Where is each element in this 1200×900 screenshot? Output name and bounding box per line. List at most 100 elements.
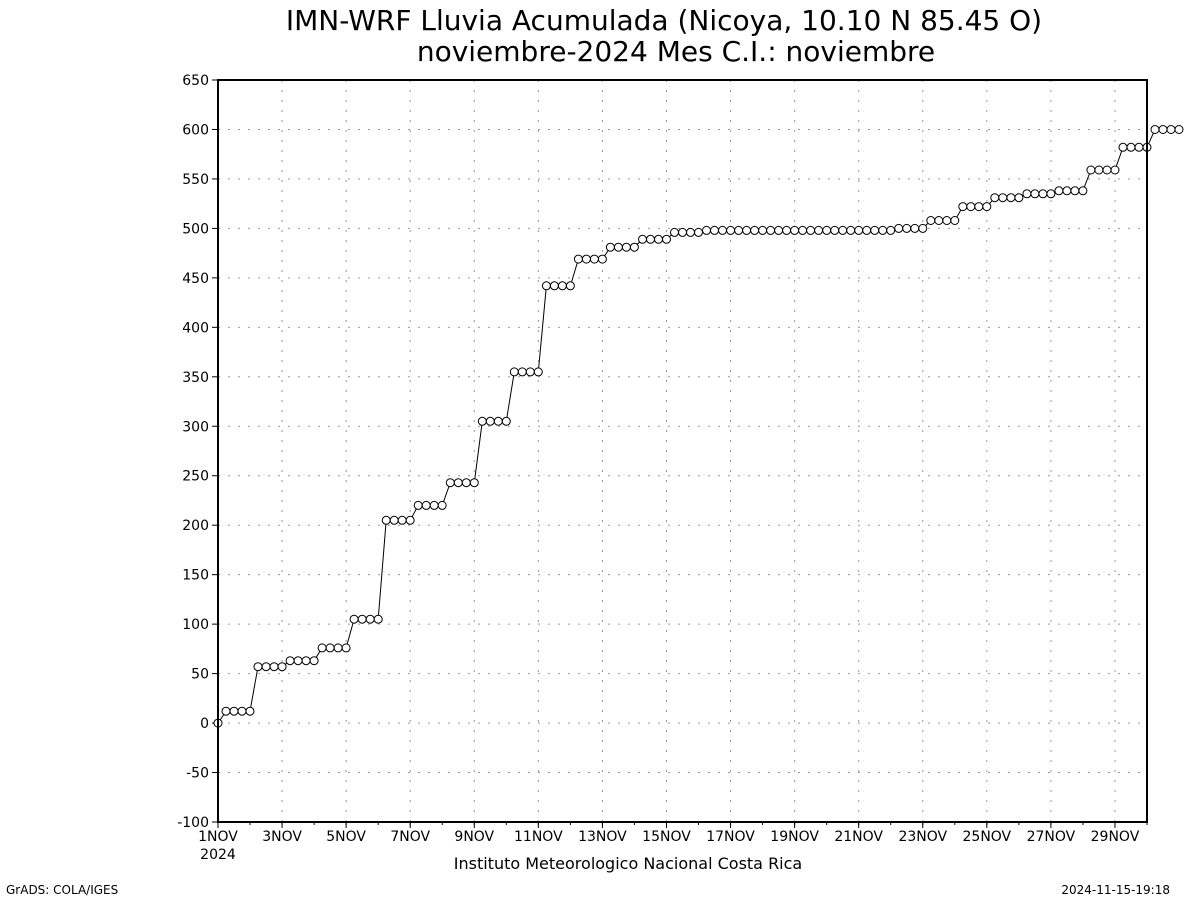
data-point [830,225,840,235]
data-point [638,234,647,244]
data-point [245,706,255,716]
data-point [317,643,327,653]
data-point [910,223,920,233]
data-point [629,242,639,252]
data-point [613,242,623,252]
data-point [605,242,615,252]
data-point [341,643,351,653]
data-point [1174,125,1184,134]
data-point [918,223,928,233]
data-point [1126,142,1136,152]
data-point [862,225,872,235]
x-tick-label: 1NOV [198,829,238,845]
data-point [221,706,231,716]
data-point [1030,189,1040,199]
data-point [774,225,784,235]
y-tick-label: 450 [182,271,209,287]
data-point [966,202,976,212]
data-point [686,227,695,237]
data-point [1094,165,1104,175]
y-tick-label: 600 [182,122,209,138]
data-point [1054,186,1064,196]
y-tick-label: 0 [200,716,209,732]
data-point [894,223,904,233]
data-point [389,515,399,525]
y-tick-label: 500 [182,221,209,237]
data-point [1086,165,1096,175]
data-point [461,478,471,488]
y-tick-label: 200 [182,518,209,534]
data-point [1070,186,1080,196]
data-point [1158,125,1168,134]
data-point [974,202,984,212]
y-tick-label: 650 [182,73,209,89]
data-point [942,216,952,225]
data-point [902,223,912,233]
data-point [726,225,736,235]
data-point [646,234,655,244]
data-point [694,227,703,237]
data-point [790,225,800,235]
x-tick-label: 9NOV [454,829,494,845]
data-point [293,656,303,666]
series-layer [213,125,1184,728]
data-point [950,216,960,225]
y-axis-ticks: -100 -50 0 50 100 150 200 250 300 350 400 450 500 550… [177,73,218,831]
data-point [397,515,407,525]
y-tick-label: 550 [182,172,209,188]
data-point [1150,125,1160,134]
data-point [309,656,319,666]
data-point [678,227,687,237]
data-point [413,500,423,510]
data-point [437,500,447,510]
x-tick-label: 21NOV [834,829,883,845]
data-point [750,225,760,235]
data-point [381,515,391,525]
data-point [1022,189,1032,199]
data-point [621,242,631,252]
data-point [822,225,832,235]
x-tick-label: 13NOV [578,829,627,845]
data-point [549,281,559,291]
data-point [958,202,968,212]
data-point [710,225,719,235]
data-point [597,254,607,264]
data-point [766,225,776,235]
y-tick-label: 350 [182,370,209,386]
data-point [229,706,239,716]
data-point [934,216,944,225]
data-point [405,515,415,525]
data-point [990,193,1000,203]
data-point [565,281,575,291]
y-tick-label: -100 [177,815,209,831]
data-point [1110,165,1120,175]
data-point [277,662,287,672]
data-point [525,367,535,377]
data-point [301,656,311,666]
data-point [1006,193,1016,203]
data-point [670,227,679,237]
data-point [982,202,992,212]
data-point [662,234,671,244]
y-tick-label: 250 [182,469,209,485]
data-point [581,254,591,264]
x-tick-label: 7NOV [390,829,430,845]
data-point [517,367,527,377]
data-point [429,500,439,510]
data-point [1118,142,1128,152]
data-point [325,643,335,653]
data-point [854,225,864,235]
data-point [1014,193,1024,203]
data-point [702,225,711,235]
data-point [1134,142,1144,152]
data-point [742,225,752,235]
data-point [589,254,599,264]
x-axis-ticks: 1NOV 3NOV 5NOV 7NOV 9NOV 11NOV 13NOV 15NOV 17NOV… [198,822,1148,845]
data-point [493,416,503,426]
data-point [349,614,359,624]
data-point [421,500,431,510]
data-point [477,416,487,426]
data-point [237,706,247,716]
chart-title-line1: IMN-WRF Lluvia Acumulada (Nicoya, 10.10 … [286,4,1042,37]
data-point [541,281,551,291]
